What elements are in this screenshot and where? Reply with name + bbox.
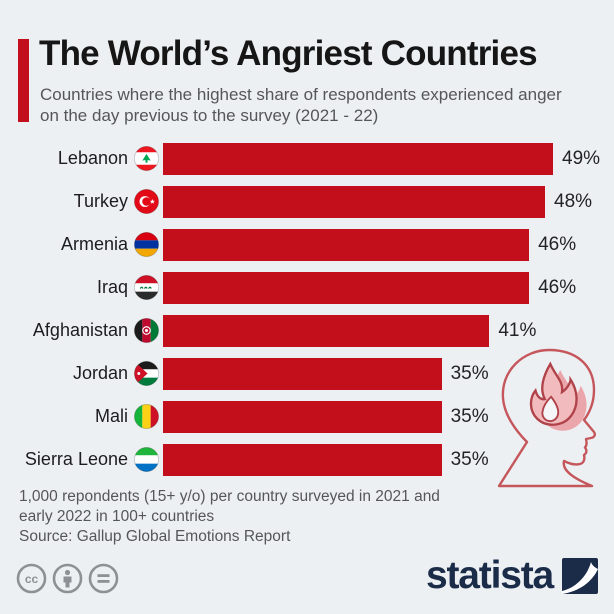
country-label: Afghanistan bbox=[32, 320, 128, 340]
flag-icon bbox=[134, 361, 159, 386]
value-label: 35% bbox=[450, 362, 489, 384]
country-label: Mali bbox=[94, 406, 128, 426]
country-label: Lebanon bbox=[57, 148, 128, 168]
bar bbox=[163, 228, 530, 261]
country-label: Jordan bbox=[72, 363, 128, 383]
flag-icon bbox=[134, 275, 159, 300]
bar bbox=[163, 443, 442, 476]
country-label: Sierra Leone bbox=[24, 449, 128, 469]
value-label: 49% bbox=[562, 147, 601, 169]
bar-row: Iraq 46% bbox=[0, 266, 614, 309]
value-label: 41% bbox=[498, 319, 537, 341]
flag-icon bbox=[134, 232, 159, 257]
bar-row: Sierra Leone 35% bbox=[0, 438, 614, 481]
bar-chart: Lebanon 49% Turkey 48% Armenia 46% Iraq … bbox=[0, 137, 614, 481]
no-derivatives-icon bbox=[88, 563, 119, 594]
creative-commons-icon: cc bbox=[16, 563, 47, 594]
value-label: 46% bbox=[538, 276, 577, 298]
license-icons: cc bbox=[16, 563, 119, 594]
bar bbox=[163, 142, 553, 175]
statista-logo-text: statista bbox=[426, 554, 554, 597]
country-label: Iraq bbox=[96, 277, 128, 297]
flag-icon bbox=[134, 189, 159, 214]
angry-head-flame-icon bbox=[497, 348, 596, 488]
bar bbox=[163, 185, 546, 218]
country-label: Armenia bbox=[60, 234, 128, 254]
svg-text:cc: cc bbox=[25, 572, 39, 586]
attribution-icon bbox=[52, 563, 83, 594]
subtitle: Countries where the highest share of res… bbox=[40, 85, 562, 125]
statista-logo: statista bbox=[426, 556, 598, 595]
bar bbox=[163, 400, 442, 433]
value-label: 35% bbox=[450, 405, 489, 427]
bar bbox=[163, 314, 490, 347]
value-label: 46% bbox=[538, 233, 577, 255]
bar-row: Afghanistan 41% bbox=[0, 309, 614, 352]
bar-row: Turkey 48% bbox=[0, 180, 614, 223]
bar-row: Mali 35% bbox=[0, 395, 614, 438]
page-title: The World’s Angriest Countries bbox=[39, 34, 538, 73]
bar-row: Armenia 46% bbox=[0, 223, 614, 266]
survey-note: 1,000 repondents (15+ y/o) per country s… bbox=[19, 488, 440, 525]
flag-icon bbox=[134, 447, 159, 472]
country-label: Turkey bbox=[73, 191, 128, 211]
source-note: Source: Gallup Global Emotions Report bbox=[19, 528, 291, 545]
value-label: 35% bbox=[450, 448, 489, 470]
value-label: 48% bbox=[554, 190, 593, 212]
flag-icon bbox=[134, 318, 159, 343]
bar-row: Lebanon 49% bbox=[0, 137, 614, 180]
bar bbox=[163, 357, 442, 390]
bar bbox=[163, 271, 530, 304]
flame bbox=[529, 361, 578, 426]
bar-row: Jordan 35% bbox=[0, 352, 614, 395]
flag-icon bbox=[134, 404, 159, 429]
flag-icon bbox=[134, 146, 159, 171]
statista-logo-mark bbox=[562, 557, 598, 594]
title-accent-bar bbox=[18, 39, 29, 122]
